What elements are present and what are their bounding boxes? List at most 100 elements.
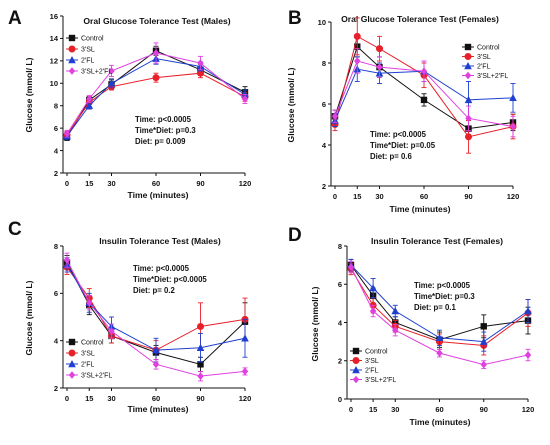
data-point	[331, 112, 339, 121]
y-tick-label: 8	[338, 242, 342, 251]
panel-label: B	[288, 8, 302, 29]
series-4	[347, 260, 532, 369]
y-tick-label: 2	[338, 357, 342, 366]
legend-entry: 3'SL+2'FL	[365, 377, 396, 384]
x-tick-label: 30	[107, 179, 115, 188]
series-4	[63, 252, 249, 382]
data-point	[63, 256, 71, 264]
x-tick-label: 60	[152, 179, 160, 188]
chart-title: Insulin Tolerance Test (Females)	[371, 236, 503, 246]
series-line	[66, 72, 246, 136]
y-tick-label: 2	[54, 169, 58, 178]
x-tick-label: 120	[239, 394, 252, 403]
x-axis-label: Time (minutes)	[128, 190, 189, 200]
legend-entry: 3'SL+2'FL	[81, 373, 112, 380]
data-point	[480, 323, 487, 330]
chart-panel-d: D Insulin Tolerance Test (Females) 0 2 4 6 8 0 1…	[288, 225, 534, 427]
legend-entry: 3'SL	[477, 54, 491, 61]
y-tick-label: 8	[54, 102, 58, 111]
legend: Control 3'SL 2'FL 3'SL+2'FL	[350, 347, 396, 384]
data-point	[479, 337, 488, 345]
data-point	[152, 49, 160, 57]
data-point	[85, 101, 94, 109]
data-point	[509, 93, 517, 102]
stats-annotation: Time: p<0.0005	[135, 115, 192, 124]
data-point	[465, 133, 472, 141]
data-point	[369, 307, 377, 315]
stats-annotation: Time*Diet: p=0.3	[414, 292, 475, 301]
legend-marker	[68, 56, 76, 64]
legend: Control 3'SL 2'FL 3'SL+2'FL	[66, 34, 112, 76]
x-tick-label: 30	[375, 192, 383, 201]
stats-annotation: Diet: p= 0.009	[135, 137, 186, 146]
x-tick-label: 30	[391, 405, 399, 414]
x-tick-label: 0	[65, 179, 69, 188]
x-tick-label: 60	[435, 405, 443, 414]
panel-label: A	[8, 8, 22, 29]
series-4	[63, 42, 249, 138]
data-point	[420, 67, 428, 75]
series-line	[350, 266, 529, 366]
x-tick-label: 90	[464, 192, 472, 201]
y-tick-label: 6	[54, 124, 58, 133]
x-tick-label: 120	[507, 192, 520, 201]
legend-entry: Control	[477, 45, 500, 52]
x-tick-label: 60	[420, 192, 428, 201]
series-line	[334, 68, 514, 121]
data-point	[464, 95, 473, 104]
stats-annotation: Time: p<0.0005	[133, 264, 190, 273]
legend-entry: Control	[365, 349, 388, 356]
legend: Control 3'SL 2'FL 3'SL+2'FL	[462, 43, 508, 80]
legend-entry: Control	[81, 36, 104, 43]
panel-label: C	[8, 219, 22, 240]
data-point	[391, 307, 400, 315]
y-axis-label: Glucose (mmol/ L)	[24, 280, 34, 355]
legend-entry: 3'SL+2'FL	[477, 73, 508, 80]
data-point	[86, 299, 93, 307]
series-4	[331, 48, 517, 138]
legend-entry: 2'FL	[81, 362, 95, 369]
legend-marker	[352, 357, 360, 364]
data-point	[392, 326, 399, 334]
series-line	[350, 264, 529, 341]
legend-entry: 3'SL	[81, 351, 95, 358]
data-point	[436, 349, 443, 357]
y-tick-label: 4	[338, 318, 343, 327]
chart-panel-c: C Insulin Tolerance Test (Males) 2 4 6 8 0 15 30…	[8, 219, 251, 414]
y-tick-label: 0	[338, 395, 342, 404]
data-point	[480, 360, 487, 369]
series-line	[350, 268, 529, 346]
legend-marker	[68, 34, 76, 42]
legend-marker	[352, 366, 360, 374]
legend-marker	[68, 360, 76, 368]
series-line	[350, 264, 529, 343]
data-point	[369, 284, 377, 292]
series-line	[334, 60, 514, 128]
panel-label: D	[288, 225, 302, 246]
y-axis-label: Glucose (mmol/ L)	[24, 57, 34, 132]
series-line	[66, 52, 246, 135]
x-axis-label: Time (minutes)	[410, 417, 471, 427]
data-point	[465, 114, 472, 123]
x-axis-label: Time (minutes)	[390, 204, 451, 214]
x-tick-label: 15	[85, 179, 93, 188]
y-axis-label: Glucose (mmol/ L)	[286, 67, 296, 142]
series-line	[334, 35, 514, 138]
chart-panel-a: A Oral Glucose Tolerance Test (Males) 2 4 6 8…	[8, 8, 251, 200]
x-axis-label: Time (minutes)	[128, 404, 189, 414]
data-point	[107, 79, 116, 87]
data-point	[435, 333, 444, 341]
stats-annotation: Time: p<0.0005	[370, 130, 427, 139]
chart-panel-b: B Oral Glucose Tolerance Test (Females) 2 4…	[286, 8, 519, 214]
y-tick-label: 4	[322, 141, 327, 150]
y-tick-label: 2	[322, 182, 326, 191]
data-point	[86, 95, 93, 103]
y-tick-label: 6	[54, 289, 58, 298]
y-tick-label: 8	[322, 59, 326, 68]
y-tick-label: 10	[318, 18, 326, 27]
x-tick-label: 15	[353, 192, 361, 201]
x-tick-label: 15	[85, 394, 93, 403]
y-tick-label: 6	[322, 100, 326, 109]
stats-annotation: Diet: p= 0.2	[133, 286, 175, 295]
